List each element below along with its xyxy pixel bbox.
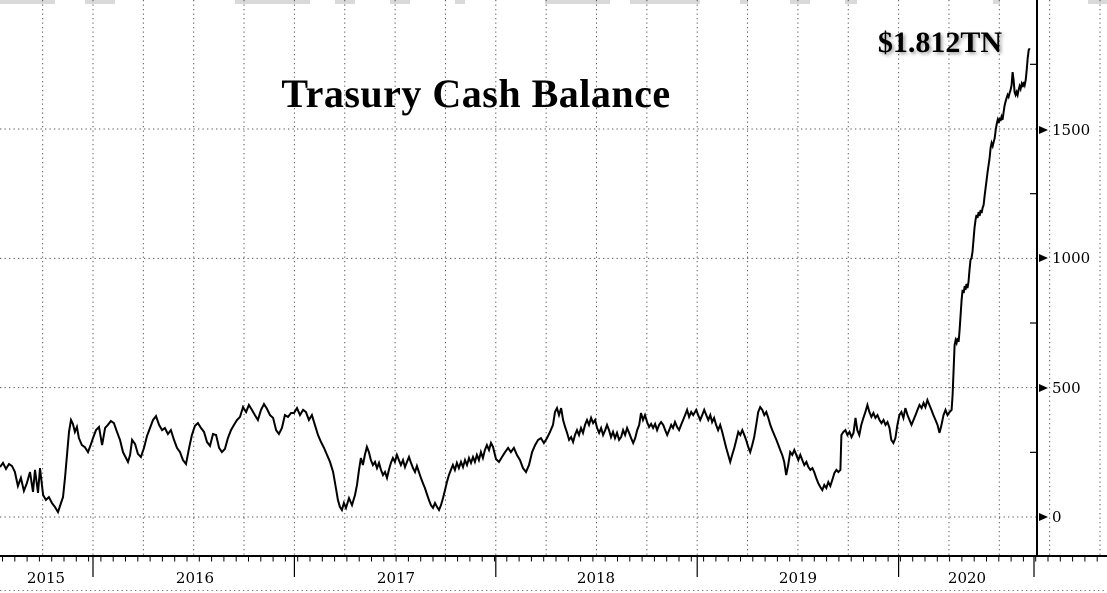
top-crop-artifact	[0, 0, 55, 4]
top-crop-artifact	[390, 0, 410, 4]
top-crop-artifact	[790, 0, 810, 4]
top-crop-artifact	[545, 0, 610, 4]
x-tick-2016: 2016	[175, 569, 215, 587]
top-crop-artifact	[740, 0, 748, 4]
top-crop-artifact	[235, 0, 310, 4]
x-tick-2019: 2019	[778, 569, 818, 587]
y-tick-label: 500	[1052, 379, 1081, 397]
x-tick-2015: 2015	[26, 569, 66, 587]
y-tick-label: 1500	[1052, 121, 1091, 139]
top-crop-artifact	[845, 0, 857, 4]
x-tick-2017: 2017	[376, 569, 416, 587]
tick-arrow-icon	[1039, 513, 1048, 521]
top-crop-artifact	[455, 0, 465, 4]
axes	[0, 0, 1107, 577]
top-crop-artifact	[993, 0, 1000, 4]
chart-title: Trasury Cash Balance	[281, 71, 671, 116]
x-tick-2020: 2020	[947, 569, 987, 587]
tick-arrow-icon	[1039, 126, 1048, 134]
y-tick-label: 0	[1052, 508, 1062, 526]
tick-arrow-icon	[1039, 254, 1048, 262]
x-tick-2018: 2018	[576, 569, 616, 587]
y-tick-label: 1000	[1052, 249, 1091, 267]
y-tick-1000: 1000	[1039, 249, 1090, 267]
top-crop-artifact	[335, 0, 355, 4]
series-line	[0, 47, 1031, 515]
tick-arrow-icon	[1039, 384, 1048, 392]
y-tick-1500: 1500	[1039, 121, 1090, 139]
y-tick-500: 500	[1039, 379, 1081, 397]
top-crop-artifact	[630, 0, 700, 4]
top-crop-artifact	[85, 0, 115, 4]
top-crop-artifact	[1088, 0, 1107, 4]
last-value-annotation: $1.812TN	[877, 26, 1002, 59]
y-tick-0: 0	[1039, 508, 1062, 526]
